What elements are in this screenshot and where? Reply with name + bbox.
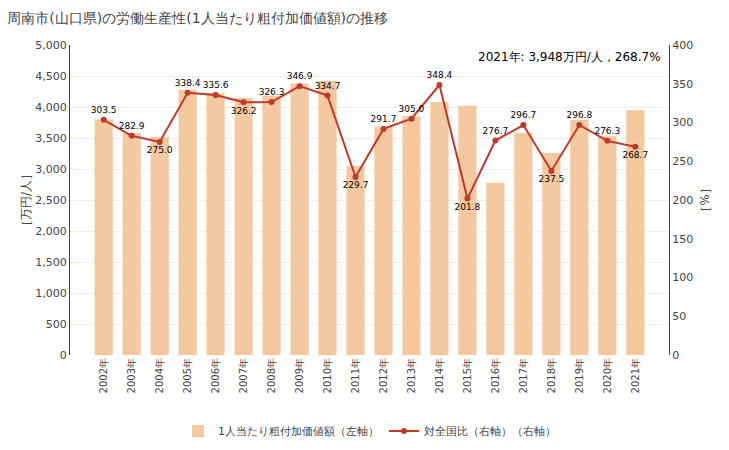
svg-text:5,000: 5,000 (35, 39, 67, 52)
svg-text:237.5: 237.5 (538, 174, 564, 184)
svg-text:346.9: 346.9 (287, 71, 313, 81)
svg-text:150: 150 (672, 233, 693, 246)
svg-text:2004年: 2004年 (154, 358, 165, 393)
svg-text:2009年: 2009年 (294, 358, 305, 393)
svg-text:305.0: 305.0 (399, 104, 425, 114)
svg-text:周南市(山口県)の労働生産性(1人当たり粗付加価値額)の推移: 周南市(山口県)の労働生産性(1人当たり粗付加価値額)の推移 (7, 10, 388, 26)
svg-text:2015年: 2015年 (462, 358, 473, 393)
svg-text:2021年: 2021年 (630, 358, 641, 393)
svg-text:276.3: 276.3 (594, 126, 620, 136)
svg-text:2017年: 2017年 (518, 358, 529, 393)
svg-text:1,000: 1,000 (35, 287, 67, 300)
svg-text:2,500: 2,500 (35, 194, 67, 207)
svg-text:296.8: 296.8 (566, 110, 592, 120)
svg-text:50: 50 (672, 310, 686, 323)
svg-text:4,500: 4,500 (35, 70, 67, 83)
svg-text:282.9: 282.9 (119, 121, 145, 131)
svg-text:348.4: 348.4 (427, 70, 453, 80)
svg-text:303.5: 303.5 (91, 105, 117, 115)
svg-text:［%］: ［%］ (698, 182, 712, 217)
svg-text:0: 0 (60, 349, 67, 362)
svg-text:3,500: 3,500 (35, 132, 67, 145)
svg-text:2018年: 2018年 (546, 358, 557, 393)
svg-text:対全国比（右軸）（右軸）: 対全国比（右軸）（右軸） (424, 425, 556, 438)
svg-text:291.7: 291.7 (371, 114, 397, 124)
svg-text:201.8: 201.8 (455, 202, 481, 212)
svg-text:2005年: 2005年 (182, 358, 193, 393)
svg-text:500: 500 (46, 318, 67, 331)
svg-text:2003年: 2003年 (126, 358, 137, 393)
svg-text:229.7: 229.7 (343, 180, 369, 190)
svg-text:［万円/人］: ［万円/人］ (19, 168, 33, 232)
svg-text:1人当たり粗付加価値額（左軸）: 1人当たり粗付加価値額（左軸） (218, 425, 379, 438)
svg-text:300: 300 (672, 116, 693, 129)
svg-text:250: 250 (672, 155, 693, 168)
svg-text:276.7: 276.7 (483, 126, 509, 136)
svg-text:2014年: 2014年 (434, 358, 445, 393)
svg-text:338.4: 338.4 (175, 78, 201, 88)
svg-text:326.3: 326.3 (259, 87, 285, 97)
svg-text:2013年: 2013年 (406, 358, 417, 393)
svg-text:335.6: 335.6 (203, 80, 229, 90)
svg-text:2007年: 2007年 (238, 358, 249, 393)
svg-text:2021年: 3,948万円/人，268.7%: 2021年: 3,948万円/人，268.7% (478, 50, 661, 64)
svg-text:200: 200 (672, 194, 693, 207)
svg-text:2,000: 2,000 (35, 225, 67, 238)
svg-text:334.7: 334.7 (315, 81, 341, 91)
svg-text:2010年: 2010年 (322, 358, 333, 393)
svg-text:2020年: 2020年 (602, 358, 613, 393)
svg-text:296.7: 296.7 (510, 110, 536, 120)
svg-text:0: 0 (672, 349, 679, 362)
svg-text:400: 400 (672, 39, 693, 52)
svg-text:268.7: 268.7 (622, 150, 648, 160)
svg-text:2008年: 2008年 (266, 358, 277, 393)
svg-text:4,000: 4,000 (35, 101, 67, 114)
svg-text:2019年: 2019年 (574, 358, 585, 393)
svg-text:2006年: 2006年 (210, 358, 221, 393)
svg-text:2002年: 2002年 (98, 358, 109, 393)
svg-text:2011年: 2011年 (350, 358, 361, 393)
svg-text:326.2: 326.2 (231, 106, 257, 116)
svg-text:1,500: 1,500 (35, 256, 67, 269)
svg-text:275.0: 275.0 (147, 145, 173, 155)
svg-text:350: 350 (672, 78, 693, 91)
svg-text:2016年: 2016年 (490, 358, 501, 393)
svg-text:2012年: 2012年 (378, 358, 389, 393)
svg-text:100: 100 (672, 271, 693, 284)
svg-text:3,000: 3,000 (35, 163, 67, 176)
